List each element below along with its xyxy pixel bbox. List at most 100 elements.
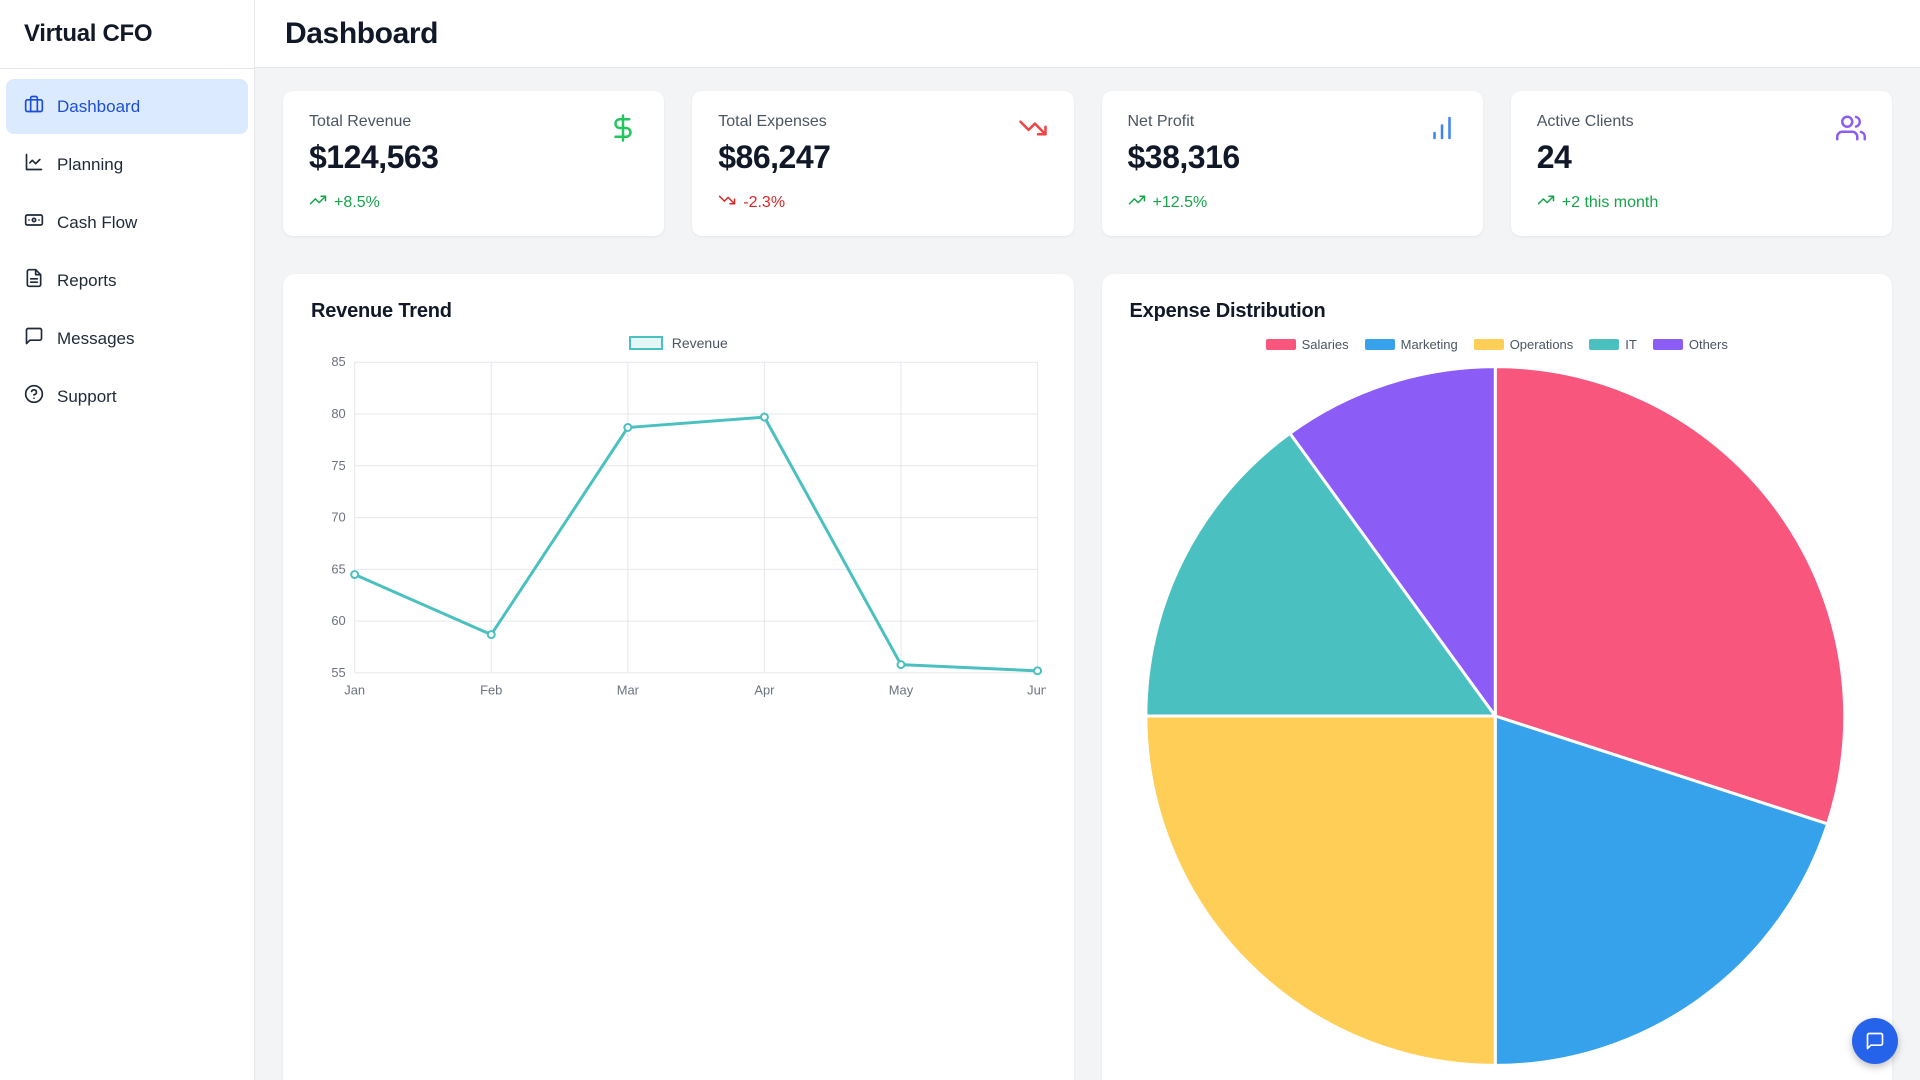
revenue-trend-chart: 55 60 65 70 75 80 85 Jan Feb Mar Apr May Jun	[331, 355, 1045, 698]
briefcase-icon	[24, 94, 44, 119]
kpi-delta: +12.5%	[1128, 191, 1457, 214]
sidebar-item-label: Support	[57, 386, 117, 406]
legend-swatch	[1364, 339, 1395, 350]
app-title: Virtual CFO	[0, 0, 254, 69]
svg-text:55: 55	[331, 665, 345, 680]
legend-label: Marketing	[1400, 337, 1458, 352]
svg-text:65: 65	[331, 561, 345, 576]
legend-item-marketing[interactable]: Marketing	[1364, 337, 1458, 352]
message-square-icon	[24, 326, 44, 351]
kpi-delta: +8.5%	[309, 191, 638, 214]
sidebar-item-label: Messages	[57, 328, 135, 348]
revenue-legend[interactable]: Revenue	[311, 335, 1046, 351]
revenue-trend-panel: Revenue Trend Revenue 55 60 65 70 75 80 85 Jan F…	[283, 274, 1074, 1080]
trending-down-icon	[718, 191, 736, 214]
expense-distribution-panel: Expense Distribution Salaries Marketing	[1101, 274, 1892, 1080]
pie-slice-it	[1143, 431, 1497, 718]
svg-text:Feb: Feb	[480, 683, 502, 698]
kpi-label: Active Clients	[1536, 113, 1634, 130]
trending-up-icon	[309, 191, 327, 214]
svg-text:70: 70	[331, 510, 345, 525]
legend-label: Others	[1688, 337, 1728, 352]
kpi-label: Total Revenue	[309, 113, 412, 130]
svg-text:Jun: Jun	[1027, 683, 1045, 698]
legend-item-salaries[interactable]: Salaries	[1265, 337, 1349, 352]
kpi-value: $38,316	[1127, 139, 1241, 175]
kpi-label: Total Expenses	[718, 113, 827, 130]
revenue-trend-title: Revenue Trend	[311, 300, 452, 322]
legend-label: IT	[1625, 337, 1637, 352]
legend-item-others[interactable]: Others	[1652, 337, 1728, 352]
svg-text:Mar: Mar	[617, 683, 640, 698]
svg-text:Apr: Apr	[754, 683, 775, 698]
expense-legend: Salaries Marketing Operations IT	[1130, 337, 1865, 352]
kpi-delta-text: +2 this month	[1561, 193, 1659, 211]
sidebar: Virtual CFO Dashboard Planning Cash Flow	[0, 0, 255, 1080]
users-icon	[1836, 113, 1866, 148]
legend-label: Salaries	[1301, 337, 1349, 352]
line-chart-icon	[24, 152, 44, 177]
kpi-value: 24	[1536, 139, 1572, 175]
kpi-row: Total Revenue $124,563 +8.5% Total Expen…	[283, 91, 1892, 236]
sidebar-item-planning[interactable]: Planning	[6, 137, 248, 192]
sidebar-item-label: Planning	[57, 154, 124, 174]
kpi-label: Net Profit	[1127, 113, 1195, 130]
kpi-card-net-profit: Net Profit $38,316 +12.5%	[1101, 91, 1483, 236]
legend-swatch	[1265, 339, 1296, 350]
sidebar-item-label: Reports	[57, 270, 117, 290]
sidebar-nav: Dashboard Planning Cash Flow Reports	[0, 69, 254, 437]
page-title: Dashboard	[285, 16, 439, 50]
sidebar-item-label: Dashboard	[57, 96, 141, 116]
kpi-delta: -2.3%	[718, 191, 1047, 214]
bar-chart-icon	[1427, 113, 1457, 148]
kpi-delta-text: -2.3%	[743, 193, 786, 211]
content-area: Total Revenue $124,563 +8.5% Total Expen…	[255, 68, 1920, 1080]
chat-button[interactable]	[1852, 1018, 1898, 1064]
kpi-delta: +2 this month	[1537, 191, 1866, 214]
pie-slice-operations	[1143, 714, 1497, 1067]
help-circle-icon	[24, 384, 44, 409]
legend-swatch	[628, 336, 663, 350]
sidebar-item-label: Cash Flow	[57, 212, 138, 232]
sidebar-item-reports[interactable]: Reports	[6, 253, 248, 308]
legend-label: Revenue	[671, 335, 728, 351]
banknote-icon	[24, 210, 44, 235]
trending-up-icon	[1128, 191, 1146, 214]
kpi-value: $86,247	[718, 139, 831, 175]
chat-icon	[1865, 1031, 1885, 1051]
svg-text:Jan: Jan	[344, 683, 365, 698]
sidebar-item-dashboard[interactable]: Dashboard	[6, 79, 248, 134]
kpi-card-total-expenses: Total Expenses $86,247 -2.3%	[692, 91, 1074, 236]
legend-item-it[interactable]: IT	[1589, 337, 1637, 352]
kpi-card-total-revenue: Total Revenue $124,563 +8.5%	[283, 91, 665, 236]
sidebar-item-support[interactable]: Support	[6, 369, 248, 424]
legend-swatch	[1589, 339, 1620, 350]
pie-slice-others	[1287, 365, 1497, 718]
kpi-card-active-clients: Active Clients 24 +2 this month	[1510, 91, 1892, 236]
svg-text:May: May	[889, 683, 914, 698]
legend-swatch	[1473, 339, 1504, 350]
trending-down-icon	[1018, 113, 1048, 148]
pie-slice-salaries	[1493, 365, 1846, 826]
sidebar-item-cash-flow[interactable]: Cash Flow	[6, 195, 248, 250]
legend-swatch	[1652, 339, 1683, 350]
svg-text:80: 80	[331, 406, 345, 421]
file-text-icon	[24, 268, 44, 293]
charts-row: Revenue Trend Revenue 55 60 65 70 75 80 85 Jan F…	[283, 274, 1892, 1080]
trending-up-icon	[1537, 191, 1555, 214]
svg-text:60: 60	[331, 613, 345, 628]
kpi-delta-text: +12.5%	[1152, 193, 1208, 211]
legend-item-operations[interactable]: Operations	[1473, 337, 1574, 352]
sidebar-item-messages[interactable]: Messages	[6, 311, 248, 366]
kpi-delta-text: +8.5%	[334, 193, 380, 211]
expense-distribution-title: Expense Distribution	[1129, 300, 1326, 322]
expense-pie-chart	[1143, 365, 1846, 1067]
svg-text:75: 75	[331, 458, 345, 473]
legend-label: Operations	[1509, 337, 1574, 352]
dollar-icon	[608, 113, 638, 148]
kpi-value: $124,563	[309, 139, 439, 175]
page-header: Dashboard	[255, 0, 1920, 68]
pie-slice-marketing	[1493, 714, 1829, 1067]
svg-text:85: 85	[331, 355, 345, 369]
